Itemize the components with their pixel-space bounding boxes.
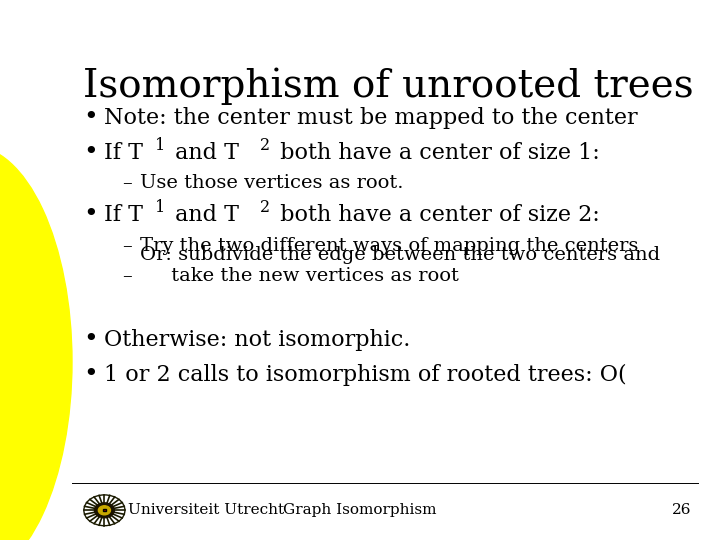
Text: Note: the center must be mapped to the center: Note: the center must be mapped to the c… [104, 107, 638, 129]
Text: –: – [122, 174, 132, 192]
Text: and T: and T [168, 205, 239, 226]
Text: Otherwise: not isomorphic.: Otherwise: not isomorphic. [104, 329, 411, 350]
Text: •: • [83, 141, 97, 164]
Text: and T: and T [168, 143, 239, 164]
Text: both have a center of size 1:: both have a center of size 1: [273, 143, 599, 164]
Text: Graph Isomorphism: Graph Isomorphism [283, 503, 437, 517]
Text: •: • [83, 106, 97, 129]
Text: 2: 2 [260, 137, 270, 153]
Circle shape [99, 506, 110, 515]
Text: both have a center of size 2:: both have a center of size 2: [273, 205, 599, 226]
Circle shape [94, 503, 114, 518]
FancyBboxPatch shape [103, 509, 106, 511]
Text: 1: 1 [155, 199, 165, 215]
Text: –: – [122, 237, 132, 255]
Text: If T: If T [104, 143, 143, 164]
Text: If T: If T [104, 205, 143, 226]
Ellipse shape [0, 146, 72, 540]
Text: 1: 1 [155, 137, 165, 153]
Text: 2: 2 [260, 199, 270, 215]
Text: 26: 26 [672, 503, 691, 517]
Text: •: • [83, 363, 97, 386]
Text: •: • [83, 204, 97, 226]
Text: –: – [122, 267, 132, 285]
Text: Isomorphism of unrooted trees: Isomorphism of unrooted trees [83, 68, 693, 105]
Text: Use those vertices as root.: Use those vertices as root. [140, 174, 404, 192]
Text: Try the two different ways of mapping the centers: Try the two different ways of mapping th… [140, 237, 639, 255]
Text: Or: subdivide the edge between the two centers and
     take the new vertices as: Or: subdivide the edge between the two c… [140, 246, 660, 285]
Text: 1 or 2 calls to isomorphism of rooted trees: O(: 1 or 2 calls to isomorphism of rooted tr… [104, 363, 627, 386]
Text: •: • [83, 328, 97, 350]
Text: Universiteit Utrecht: Universiteit Utrecht [128, 503, 284, 517]
